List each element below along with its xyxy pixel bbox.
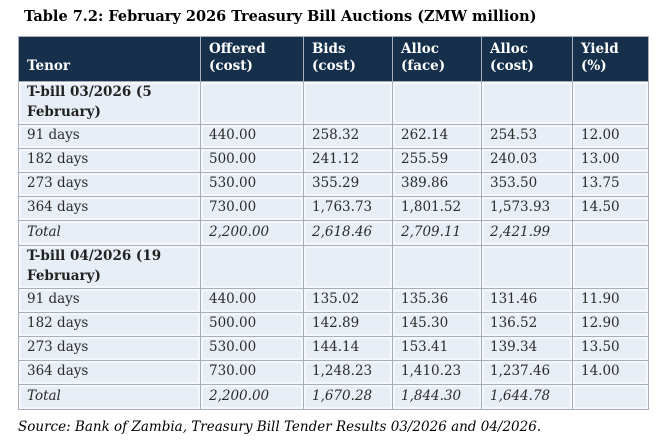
value-cell: 13.00 — [572, 148, 649, 174]
value-cell: 530.00 — [200, 336, 304, 362]
value-cell: 355.29 — [303, 172, 393, 198]
section-row: T-bill 03/2026 (5 February) — [18, 80, 649, 126]
value-cell: 11.90 — [572, 288, 649, 314]
col-header-tenor: Tenor — [18, 36, 201, 82]
value-cell: 730.00 — [200, 360, 304, 386]
value-cell: 14.00 — [572, 360, 649, 386]
value-cell: 2,200.00 — [200, 384, 304, 411]
value-cell: 254.53 — [481, 124, 573, 150]
value-cell: 14.50 — [572, 196, 649, 222]
table-row: 273 days 530.00 355.29 389.86 353.50 13.75 — [18, 172, 649, 198]
value-cell: 1,237.46 — [481, 360, 573, 386]
value-cell: 139.34 — [481, 336, 573, 362]
tenor-cell: T-bill 04/2026 (19 February) — [18, 245, 201, 290]
value-cell: 131.46 — [481, 288, 573, 314]
value-cell — [481, 245, 573, 290]
value-cell: 258.32 — [303, 124, 393, 150]
col-header-offered-cost: Offered (cost) — [200, 36, 304, 82]
value-cell: 2,200.00 — [200, 220, 304, 247]
value-cell — [303, 245, 393, 290]
value-cell — [200, 80, 304, 126]
value-cell: 262.14 — [392, 124, 482, 150]
value-cell: 530.00 — [200, 172, 304, 198]
tenor-cell: Total — [18, 384, 201, 411]
value-cell: 389.86 — [392, 172, 482, 198]
table-row: 273 days 530.00 144.14 153.41 139.34 13.50 — [18, 336, 649, 362]
source-note: Source: Bank of Zambia, Treasury Bill Te… — [18, 419, 542, 436]
tenor-cell: 364 days — [18, 360, 201, 386]
value-cell: 144.14 — [303, 336, 393, 362]
total-row: Total 2,200.00 1,670.28 1,844.30 1,644.78 — [18, 384, 649, 411]
tenor-cell: 364 days — [18, 196, 201, 222]
tenor-cell: 91 days — [18, 124, 201, 150]
value-cell: 1,573.93 — [481, 196, 573, 222]
value-cell — [303, 80, 393, 126]
value-cell: 1,670.28 — [303, 384, 393, 411]
value-cell: 13.75 — [572, 172, 649, 198]
tenor-cell: T-bill 03/2026 (5 February) — [18, 80, 201, 126]
value-cell: 1,644.78 — [481, 384, 573, 411]
table-row: 91 days 440.00 135.02 135.36 131.46 11.90 — [18, 288, 649, 314]
value-cell: 145.30 — [392, 312, 482, 338]
value-cell: 1,763.73 — [303, 196, 393, 222]
value-cell: 13.50 — [572, 336, 649, 362]
value-cell: 1,844.30 — [392, 384, 482, 411]
table-row: 364 days 730.00 1,763.73 1,801.52 1,573.93 14… — [18, 196, 649, 222]
value-cell: 2,421.99 — [481, 220, 573, 247]
value-cell: 440.00 — [200, 124, 304, 150]
value-cell: 142.89 — [303, 312, 393, 338]
value-cell: 500.00 — [200, 148, 304, 174]
value-cell: 241.12 — [303, 148, 393, 174]
value-cell: 1,801.52 — [392, 196, 482, 222]
value-cell: 353.50 — [481, 172, 573, 198]
value-cell — [572, 245, 649, 290]
value-cell: 255.59 — [392, 148, 482, 174]
value-cell: 1,248.23 — [303, 360, 393, 386]
tenor-cell: 91 days — [18, 288, 201, 314]
table-row: 182 days 500.00 241.12 255.59 240.03 13.00 — [18, 148, 649, 174]
value-cell: 12.00 — [572, 124, 649, 150]
col-header-yield-pct: Yield (%) — [572, 36, 649, 82]
value-cell — [392, 245, 482, 290]
table-title: Table 7.2: February 2026 Treasury Bill A… — [24, 8, 537, 25]
value-cell: 500.00 — [200, 312, 304, 338]
tenor-cell: 273 days — [18, 172, 201, 198]
table-row: 364 days 730.00 1,248.23 1,410.23 1,237.46 14… — [18, 360, 649, 386]
value-cell — [572, 384, 649, 411]
table-row: 182 days 500.00 142.89 145.30 136.52 12.90 — [18, 312, 649, 338]
value-cell: 12.90 — [572, 312, 649, 338]
value-cell: 440.00 — [200, 288, 304, 314]
col-header-bids-cost: Bids (cost) — [303, 36, 393, 82]
value-cell: 135.02 — [303, 288, 393, 314]
total-row: Total 2,200.00 2,618.46 2,709.11 2,421.99 — [18, 220, 649, 247]
treasury-bill-auction-table: Tenor Offered (cost) Bids (cost) Alloc (… — [18, 36, 649, 411]
value-cell — [572, 220, 649, 247]
value-cell: 2,709.11 — [392, 220, 482, 247]
col-header-alloc-cost: Alloc (cost) — [481, 36, 573, 82]
tenor-cell: 273 days — [18, 336, 201, 362]
col-header-alloc-face: Alloc (face) — [392, 36, 482, 82]
value-cell: 240.03 — [481, 148, 573, 174]
table-body: T-bill 03/2026 (5 February) 91 days 440.00… — [18, 80, 649, 411]
tenor-cell: 182 days — [18, 312, 201, 338]
value-cell — [572, 80, 649, 126]
value-cell: 2,618.46 — [303, 220, 393, 247]
value-cell: 1,410.23 — [392, 360, 482, 386]
value-cell — [481, 80, 573, 126]
value-cell: 135.36 — [392, 288, 482, 314]
table-row: 91 days 440.00 258.32 262.14 254.53 12.00 — [18, 124, 649, 150]
tenor-cell: 182 days — [18, 148, 201, 174]
value-cell — [200, 245, 304, 290]
section-row: T-bill 04/2026 (19 February) — [18, 245, 649, 290]
value-cell: 153.41 — [392, 336, 482, 362]
value-cell: 136.52 — [481, 312, 573, 338]
value-cell — [392, 80, 482, 126]
tenor-cell: Total — [18, 220, 201, 247]
header-row: Tenor Offered (cost) Bids (cost) Alloc (… — [18, 36, 649, 82]
value-cell: 730.00 — [200, 196, 304, 222]
